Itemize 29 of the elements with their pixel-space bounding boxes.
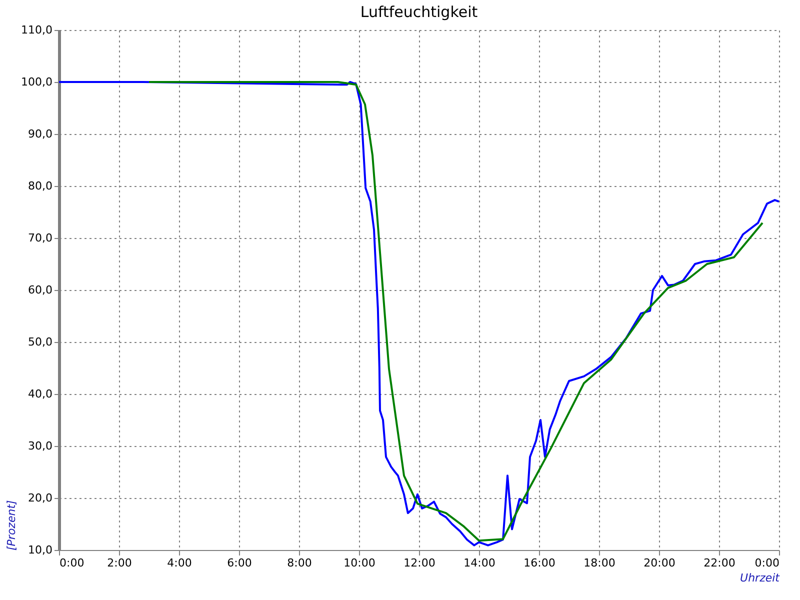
x-tick-label: 4:00: [167, 556, 192, 570]
y-tick-label: 60,0: [28, 284, 52, 296]
y-tick-label: 20,0: [28, 492, 52, 504]
line-series: [59, 81, 779, 546]
y-tick-label: 50,0: [28, 336, 52, 348]
x-tick-label: 10:00: [344, 556, 376, 570]
y-tick-label: 90,0: [28, 128, 52, 140]
x-tick-label: 22:00: [704, 556, 736, 570]
y-tick-label: 10,0: [28, 544, 52, 556]
x-tick-label: 18:00: [584, 556, 616, 570]
x-axis-title: Uhrzeit: [740, 572, 780, 584]
x-tick-label: 16:00: [524, 556, 556, 570]
y-tick-label: 40,0: [28, 388, 52, 400]
x-tick-label: 12:00: [404, 556, 436, 570]
chart-title: Luftfeuchtigkeit: [360, 3, 478, 21]
y-axis-title: [Prozent]: [5, 500, 18, 550]
x-tick-label: 8:00: [287, 556, 312, 570]
line-series: [148, 81, 764, 542]
x-tick-label: 0:00: [60, 556, 84, 570]
x-tick-label: 6:00: [227, 556, 252, 570]
x-tick-label: 14:00: [464, 556, 496, 570]
x-tick-label: 0:00: [754, 556, 780, 570]
x-tick-label: 20:00: [644, 556, 676, 570]
y-tick-label: 30,0: [28, 440, 52, 452]
x-tick-label: 2:00: [107, 556, 132, 570]
y-tick-label: 110,0: [21, 24, 52, 36]
y-tick-label: 80,0: [28, 180, 52, 192]
y-tick-label: 70,0: [28, 232, 52, 244]
y-tick-label: 100,0: [21, 76, 52, 88]
